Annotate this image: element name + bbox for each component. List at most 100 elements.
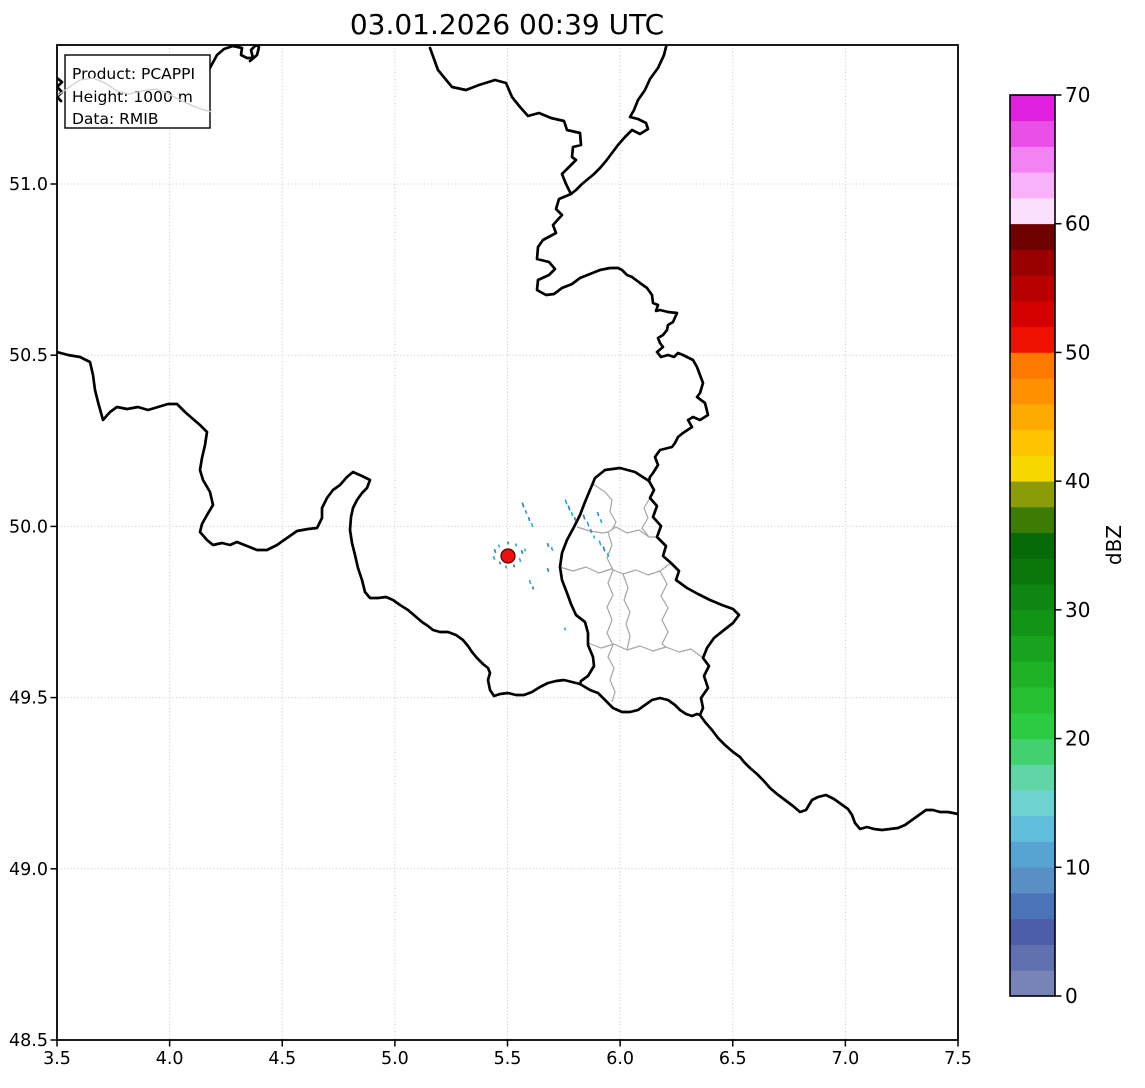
- x-tick-label: 4.5: [268, 1049, 296, 1069]
- colorbar-ticks: 70 60 50 40 30 20 10 0: [1055, 83, 1090, 1008]
- precip-speck: [602, 546, 606, 552]
- colorbar-band: [1010, 352, 1055, 379]
- colorbar-band: [1010, 661, 1055, 688]
- colorbar-band: [1010, 300, 1055, 328]
- precip-speck: [530, 522, 534, 528]
- colorbar-band: [1010, 815, 1055, 842]
- country-borders: [57, 45, 958, 832]
- luxembourg-east-border: [647, 479, 741, 717]
- colorbar-band: [1010, 481, 1055, 508]
- y-tick-label: 49.5: [9, 689, 48, 709]
- precip-speck: [492, 555, 496, 561]
- colorbar-band: [1010, 146, 1055, 173]
- x-tick-label: 5.0: [381, 1049, 409, 1069]
- x-tick-label: 5.5: [494, 1049, 522, 1069]
- colorbar-band: [1010, 532, 1055, 559]
- precip-speck: [564, 499, 568, 505]
- colorbar-tick-label: 10: [1065, 855, 1090, 879]
- colorbar-band: [1010, 95, 1055, 122]
- colorbar-band: [1010, 455, 1055, 482]
- colorbar-band: [1010, 970, 1055, 997]
- colorbar-band: [1010, 172, 1055, 199]
- colorbar-tick-label: 20: [1065, 727, 1090, 751]
- x-tick-label: 4.0: [156, 1049, 184, 1069]
- precip-speck: [504, 565, 508, 569]
- precip-speck: [586, 521, 590, 527]
- info-box: Product: PCAPPI Height: 1000 m Data: RMI…: [64, 54, 211, 129]
- border-belgium-france-germany: [57, 350, 958, 832]
- plot-title: 03.01.2026 00:39 UTC: [350, 8, 664, 41]
- colorbar-band: [1010, 867, 1055, 894]
- precip-speck: [520, 549, 524, 555]
- precip-speck: [546, 542, 550, 548]
- colorbar-band: [1010, 223, 1055, 250]
- map-layer: [57, 45, 958, 832]
- y-tick-label: 50.0: [9, 517, 48, 537]
- precip-speck: [550, 546, 554, 552]
- precip-speck: [528, 579, 532, 585]
- precip-speck: [493, 548, 497, 554]
- colorbar-tick-label: 50: [1065, 340, 1090, 364]
- y-tick-label: 49.0: [9, 860, 48, 880]
- precip-speck: [563, 627, 567, 631]
- precip-speck: [523, 548, 527, 552]
- colorbar-band: [1010, 403, 1055, 431]
- belgium-netherlands-border-fragment: [203, 45, 261, 79]
- colorbar-band: [1010, 764, 1055, 791]
- precip-speck: [524, 509, 528, 515]
- colorbar-tick-label: 60: [1065, 212, 1090, 236]
- colorbar-band: [1010, 738, 1055, 765]
- x-tick-label: 7.5: [944, 1049, 972, 1069]
- y-tick-label: 48.5: [9, 1031, 48, 1051]
- precip-speck: [573, 516, 577, 522]
- precip-speck: [521, 502, 525, 508]
- precip-speck: [592, 535, 596, 539]
- border-netherlands-germany-east: [569, 45, 668, 196]
- precip-speck: [527, 516, 531, 522]
- info-product: Product: PCAPPI: [72, 65, 195, 83]
- colorbar-band: [1010, 429, 1055, 456]
- info-height: Height: 1000 m: [72, 88, 193, 106]
- colorbar-band: [1010, 687, 1055, 714]
- x-axis: 3.5 4.0 4.5 5.0 5.5 6.0 6.5 7.0 7.5: [43, 1040, 972, 1069]
- colorbar-band: [1010, 197, 1055, 225]
- x-tick-label: 7.0: [831, 1049, 859, 1069]
- colorbar-band: [1010, 893, 1055, 920]
- info-data: Data: RMIB: [72, 110, 159, 128]
- x-tick-label: 6.0: [606, 1049, 634, 1069]
- y-tick-label: 50.5: [9, 346, 48, 366]
- precip-speck: [546, 567, 550, 573]
- colorbar-band: [1010, 326, 1055, 353]
- precip-speck: [518, 557, 522, 563]
- precip-speck: [531, 586, 535, 590]
- colorbar-band: [1010, 120, 1055, 147]
- colorbar-band: [1010, 558, 1055, 585]
- precipitation-specks: [492, 499, 610, 631]
- colorbar-tick-label: 70: [1065, 83, 1090, 107]
- colorbar-unit-label: dBZ: [1102, 525, 1126, 565]
- x-tick-label: 3.5: [43, 1049, 71, 1069]
- colorbar-band: [1010, 609, 1055, 636]
- precip-speck: [497, 544, 501, 548]
- colorbar: 70 60 50 40 30 20 10 0 dBZ: [1009, 83, 1126, 1008]
- grid-lines: [57, 45, 958, 1040]
- precip-speck: [506, 541, 510, 545]
- luxembourg-canton-borders: [559, 483, 704, 703]
- colorbar-band: [1010, 275, 1055, 302]
- point-target-echo: [500, 548, 516, 564]
- colorbar-band: [1010, 841, 1055, 868]
- colorbar-band: [1010, 506, 1055, 534]
- colorbar-band: [1010, 918, 1055, 945]
- colorbar-band: [1010, 378, 1055, 405]
- colorbar-band: [1010, 584, 1055, 611]
- colorbar-tick-label: 30: [1065, 598, 1090, 622]
- colorbar-tick-label: 40: [1065, 469, 1090, 493]
- y-axis: 51.0 50.5 50.0 49.5 49.0 48.5: [9, 175, 57, 1051]
- precip-speck: [582, 514, 586, 520]
- precip-speck: [606, 552, 610, 558]
- precip-speck: [570, 511, 574, 517]
- colorbar-gradient: [1010, 95, 1055, 997]
- luxembourg-west-border: [558, 466, 651, 686]
